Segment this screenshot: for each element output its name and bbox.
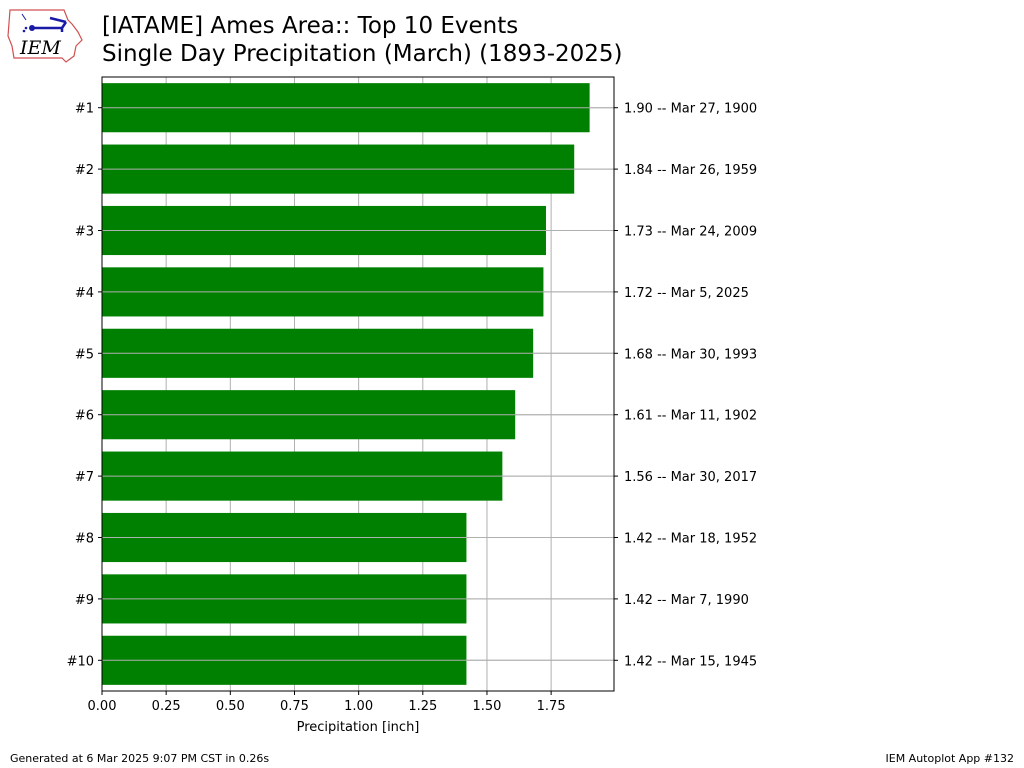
right-tick-label: 1.73 -- Mar 24, 2009 (624, 225, 757, 240)
y-tick-label: #1 (75, 102, 94, 117)
x-tick-label: 1.50 (472, 699, 501, 714)
right-tick-labels: 1.90 -- Mar 27, 1900 1.84 -- Mar 26, 1959… (614, 102, 757, 669)
y-tick-label: #5 (75, 347, 94, 362)
right-tick-label: 1.68 -- Mar 30, 1993 (624, 347, 757, 362)
x-tick-label: 1.75 (537, 699, 566, 714)
x-tick-label: 0.25 (152, 699, 181, 714)
x-tick-label: 1.25 (408, 699, 437, 714)
y-tick-label: #4 (75, 286, 94, 301)
app-id: IEM Autoplot App #132 (885, 752, 1015, 765)
x-tick-label: 1.00 (344, 699, 373, 714)
x-tick-label: 0.50 (216, 699, 245, 714)
x-tick-label: 0.75 (280, 699, 309, 714)
right-tick-label: 1.42 -- Mar 15, 1945 (624, 654, 757, 669)
right-tick-label: 1.90 -- Mar 27, 1900 (624, 102, 757, 117)
y-tick-label: #7 (75, 470, 94, 485)
y-tick-label: #10 (67, 654, 94, 669)
bars (102, 83, 614, 685)
y-tick-label: #2 (75, 163, 94, 178)
chart-title: [IATAME] Ames Area:: Top 10 Events Singl… (102, 12, 623, 68)
right-tick-label: 1.56 -- Mar 30, 2017 (624, 470, 757, 485)
iem-logo: IEM (7, 9, 83, 63)
y-tick-label: #6 (75, 409, 94, 424)
x-axis-label: Precipitation [inch] (297, 720, 420, 735)
generated-timestamp: Generated at 6 Mar 2025 9:07 PM CST in 0… (10, 752, 270, 765)
chart-title-line-2: Single Day Precipitation (March) (1893-2… (102, 41, 623, 67)
y-tick-label: #9 (75, 593, 94, 608)
logo-text: IEM (19, 37, 61, 59)
right-tick-label: 1.72 -- Mar 5, 2025 (624, 286, 749, 301)
chart-title-line-1: [IATAME] Ames Area:: Top 10 Events (102, 13, 519, 39)
right-tick-label: 1.42 -- Mar 7, 1990 (624, 593, 749, 608)
y-tick-labels: #1 #2 #3 #4 #5 #6 #7 #8 #9 #10 (67, 102, 102, 669)
right-tick-label: 1.61 -- Mar 11, 1902 (624, 409, 757, 424)
x-tick-label: 0.00 (88, 699, 117, 714)
y-tick-label: #3 (75, 225, 94, 240)
x-tick-labels: 0.00 0.25 0.50 0.75 1.00 1.25 1.50 1.75 (88, 691, 566, 714)
y-tick-label: #8 (75, 532, 94, 547)
plot-frame (101, 76, 615, 692)
right-tick-label: 1.84 -- Mar 26, 1959 (624, 163, 757, 178)
right-tick-label: 1.42 -- Mar 18, 1952 (624, 532, 757, 547)
